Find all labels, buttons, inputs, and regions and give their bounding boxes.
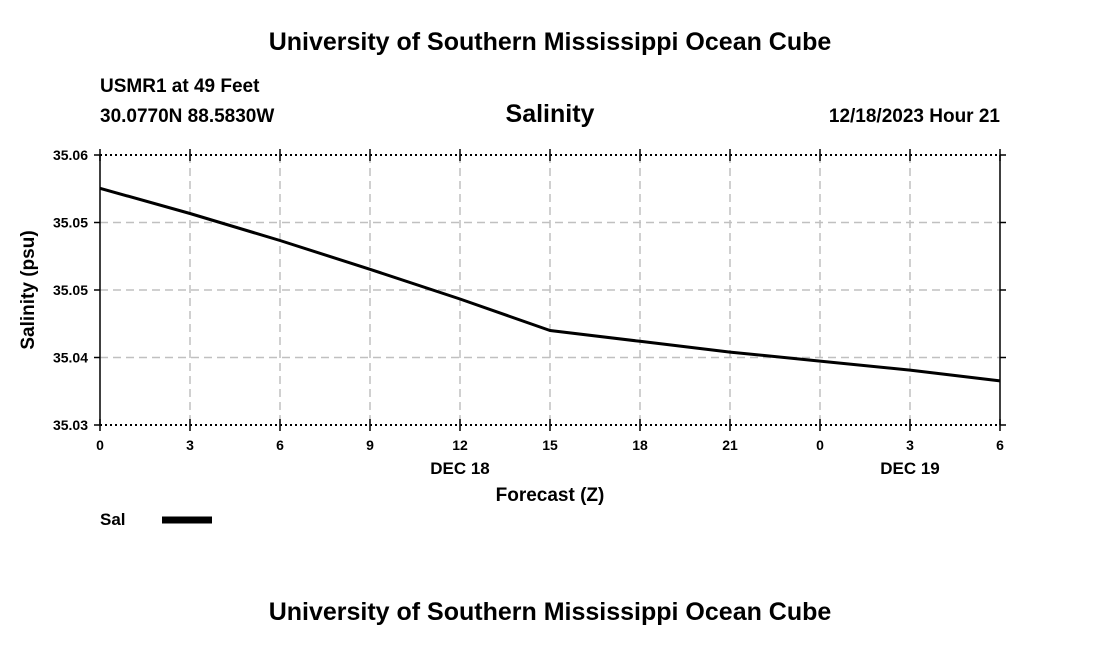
- page-title: University of Southern Mississippi Ocean…: [268, 28, 832, 56]
- x-tick-label: 12: [452, 437, 468, 453]
- y-axis-title: Salinity (psu): [18, 230, 39, 349]
- station-label: USMR1 at 49 Feet: [100, 76, 260, 97]
- x-tick-label: 18: [632, 437, 648, 453]
- x-tick-label: 15: [542, 437, 558, 453]
- x-date-label: DEC 18: [430, 459, 490, 478]
- station-coordinates: 30.0770N 88.5830W: [100, 106, 275, 127]
- x-tick-label: 6: [996, 437, 1004, 453]
- y-tick-label: 35.05: [53, 215, 88, 231]
- x-tick-label: 21: [722, 437, 738, 453]
- x-axis-title: Forecast (Z): [496, 485, 605, 506]
- series-line-sal: [99, 186, 1001, 383]
- footer-title: University of Southern Mississippi Ocean…: [268, 598, 832, 626]
- axis-layer: [94, 149, 1006, 431]
- x-tick-label: 0: [96, 437, 104, 453]
- legend: Sal: [100, 510, 212, 529]
- forecast-datetime: 12/18/2023 Hour 21: [828, 106, 1000, 127]
- x-tick-label: 9: [366, 437, 374, 453]
- y-tick-label: 35.03: [53, 417, 88, 433]
- y-tick-label: 35.04: [53, 350, 88, 366]
- x-tick-label: 3: [906, 437, 914, 453]
- grid-layer: [100, 155, 1000, 425]
- legend-label: Sal: [100, 510, 126, 529]
- y-tick-label: 35.05: [53, 282, 88, 298]
- x-tick-label: 0: [816, 437, 824, 453]
- chart-title: Salinity: [505, 100, 595, 128]
- series-layer: [99, 186, 1001, 383]
- label-layer: 0 3 6 9 12 15 18 21 0 3 6 35.03 35.04 35.05 35.05 35.06…: [18, 147, 1004, 506]
- x-tick-label: 3: [186, 437, 194, 453]
- x-tick-label: 6: [276, 437, 284, 453]
- x-date-label: DEC 19: [880, 459, 940, 478]
- y-tick-label: 35.06: [53, 147, 88, 163]
